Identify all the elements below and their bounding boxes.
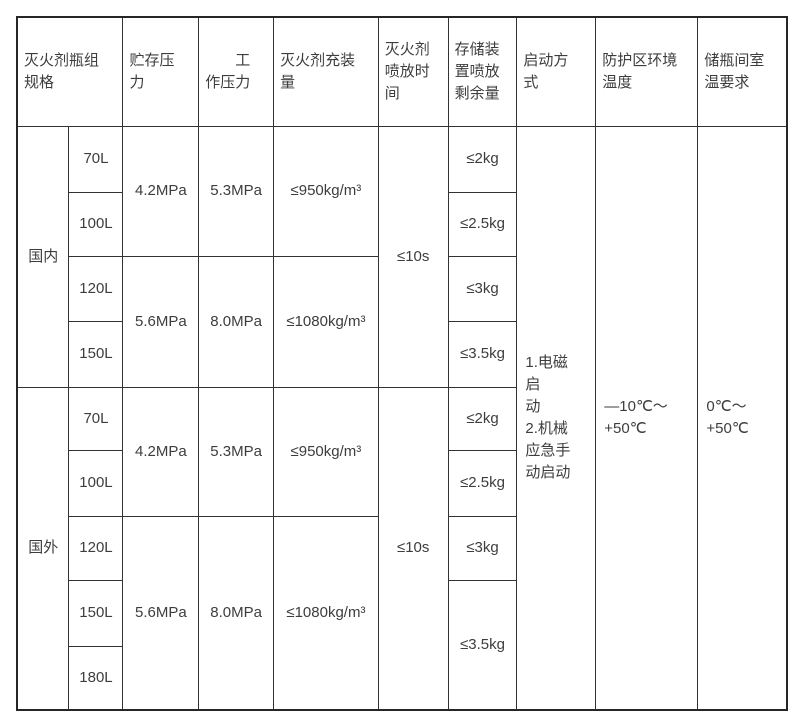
header-working-pressure: 工 作压力 (198, 16, 275, 127)
cell-residual: ≤3.5kg (447, 320, 518, 388)
cell-residual: ≤2kg (447, 386, 518, 451)
table-row: 100L ≤2.5kg (17, 449, 787, 517)
cell-size: 100L (68, 191, 124, 257)
cell-storage-pressure: 4.2MPa (122, 386, 200, 517)
header-zone-temp: 防护区环境 温度 (595, 16, 699, 127)
cell-working-pressure: 8.0MPa (198, 255, 275, 388)
cell-size: 70L (68, 125, 124, 193)
cell-residual: ≤3kg (447, 515, 518, 581)
cell-storage-pressure: 5.6MPa (122, 255, 200, 388)
cell-discharge-time: ≤10s (377, 386, 449, 711)
table-row: 100L ≤2.5kg (17, 191, 787, 257)
cell-working-pressure: 5.3MPa (198, 386, 275, 517)
cell-storage-pressure: 5.6MPa (122, 515, 200, 711)
cell-filling-amount: ≤1080kg/m³ (273, 515, 379, 711)
cell-room-temp: 0℃～ +50℃ (697, 125, 788, 711)
cell-size: 150L (68, 579, 124, 647)
cell-start-mode: 1.电磁 启 动 2.机械 应急手 动启动 (516, 125, 597, 711)
table-row: 180L (17, 645, 787, 711)
header-residual-amount: 存储装 置喷放 剩余量 (447, 16, 518, 127)
cell-working-pressure: 5.3MPa (198, 125, 275, 257)
cell-zone-temp: —10℃～ +50℃ (595, 125, 699, 711)
cell-region-domestic: 国内 (16, 125, 70, 388)
cell-region-foreign: 国外 (16, 386, 70, 711)
table-row: 120L 5.6MPa 8.0MPa ≤1080kg/m³ ≤3kg (17, 515, 787, 711)
table-row: 国外 70L 4.2MPa 5.3MPa ≤950kg/m³ ≤10s ≤2kg (16, 386, 787, 711)
cell-storage-pressure: 4.2MPa (122, 125, 200, 257)
cell-residual: ≤3.5kg (447, 579, 518, 711)
table-row: 150L ≤3.5kg (17, 320, 787, 388)
header-bottle-spec: 灭火剂瓶组 规格 (16, 16, 124, 127)
table-row: 150L ≤3.5kg (17, 579, 787, 711)
header-discharge-time: 灭火剂 喷放时 间 (377, 16, 449, 127)
cell-size: 70L (68, 386, 124, 451)
header-row: 灭火剂瓶组 规格 贮存压 力 工 作压力 灭火剂充装 量 灭火剂 喷放时 间 存… (16, 16, 788, 127)
header-storage-pressure: 贮存压 力 (122, 16, 200, 127)
header-filling-amount: 灭火剂充装 量 (273, 16, 379, 127)
spec-table: 灭火剂瓶组 规格 贮存压 力 工 作压力 灭火剂充装 量 灭火剂 喷放时 间 存… (16, 16, 788, 711)
cell-size: 120L (68, 515, 124, 581)
cell-discharge-time: ≤10s (377, 125, 449, 388)
cell-filling-amount: ≤950kg/m³ (273, 386, 379, 517)
cell-residual: ≤2.5kg (447, 449, 518, 517)
cell-residual: ≤3kg (447, 255, 518, 322)
cell-working-pressure: 8.0MPa (198, 515, 275, 711)
cell-size: 180L (68, 645, 124, 711)
cell-residual: ≤2.5kg (447, 191, 518, 257)
cell-size: 120L (68, 255, 124, 322)
cell-filling-amount: ≤1080kg/m³ (273, 255, 379, 388)
cell-filling-amount: ≤950kg/m³ (273, 125, 379, 257)
table-row: 国内 70L 4.2MPa 5.3MPa ≤950kg/m³ ≤10s ≤2kg… (16, 125, 788, 711)
header-start-mode: 启动方 式 (516, 16, 597, 127)
cell-residual: ≤2kg (447, 125, 518, 193)
cell-size: 150L (68, 320, 124, 388)
header-room-temp: 储瓶间室 温要求 (697, 16, 788, 127)
cell-size: 100L (68, 449, 124, 517)
table-row: 120L 5.6MPa 8.0MPa ≤1080kg/m³ ≤3kg (17, 255, 787, 388)
